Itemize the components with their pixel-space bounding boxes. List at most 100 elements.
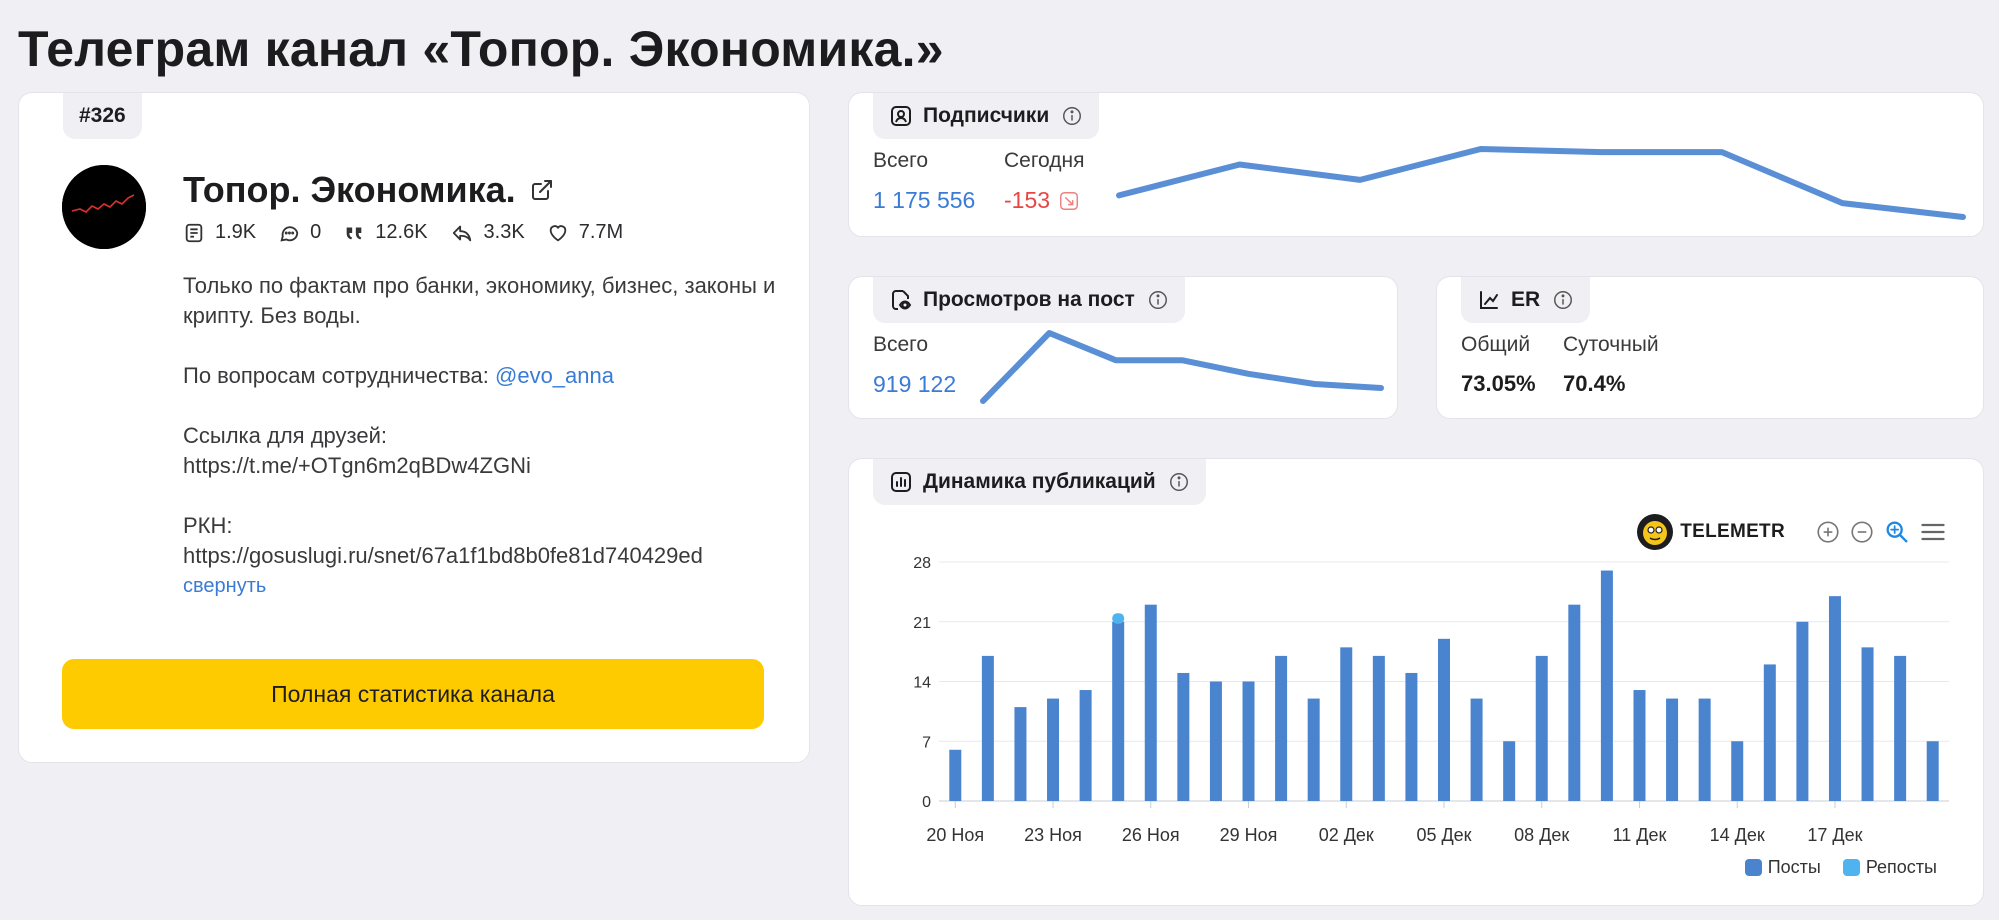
- subscribers-trend-line: [1116, 146, 1966, 220]
- bar-chart-icon: [889, 470, 913, 494]
- bar-posts[interactable]: [1177, 672, 1190, 801]
- bar-posts[interactable]: [1275, 655, 1288, 801]
- bar-posts[interactable]: [1926, 741, 1939, 801]
- telemetr-logo-text: TELEMETR: [1680, 521, 1785, 542]
- rank-badge: #326: [63, 93, 142, 139]
- bar-posts[interactable]: [1503, 741, 1516, 801]
- bar-posts[interactable]: [1112, 621, 1125, 801]
- views-total-value: 919 122: [873, 371, 957, 397]
- stat-quotes: 12.6K: [343, 221, 428, 244]
- bar-posts[interactable]: [1307, 698, 1320, 801]
- y-tick-label: 0: [922, 794, 931, 811]
- publications-header: Динамика публикаций: [873, 459, 1206, 505]
- bar-posts[interactable]: [1144, 604, 1157, 801]
- full-stats-button[interactable]: Полная статистика канала: [62, 659, 764, 729]
- external-link-icon[interactable]: [530, 178, 554, 202]
- info-icon[interactable]: [1061, 105, 1083, 127]
- bar-posts[interactable]: [1372, 655, 1385, 801]
- stat-comments: 0: [278, 221, 321, 244]
- bar-posts[interactable]: [1047, 698, 1060, 801]
- y-tick-label: 7: [922, 734, 931, 751]
- x-tick-label: 17 Дек: [1807, 825, 1862, 845]
- views-header: Просмотров на пост: [873, 277, 1185, 323]
- collapse-link[interactable]: свернуть: [183, 575, 267, 597]
- bar-posts[interactable]: [1600, 570, 1613, 801]
- chart-trend-icon: [1477, 288, 1501, 312]
- subscribers-header: Подписчики: [873, 93, 1100, 139]
- bar-posts[interactable]: [1209, 681, 1222, 802]
- er-daily-label: Суточный: [1563, 333, 1659, 356]
- views-trend-line: [980, 330, 1384, 404]
- info-icon[interactable]: [1552, 289, 1574, 311]
- x-tick-label: 08 Дек: [1514, 825, 1569, 845]
- channel-description: Только по фактам про банки, экономику, б…: [183, 271, 783, 601]
- heart-icon: [549, 224, 566, 241]
- bar-posts[interactable]: [1828, 596, 1841, 801]
- description-text: Только по фактам про банки, экономику, б…: [183, 273, 776, 328]
- comment-icon: [280, 225, 299, 241]
- bar-posts[interactable]: [1763, 664, 1776, 801]
- x-tick-label: 23 Ноя: [1024, 825, 1082, 845]
- views-sparkline: [980, 330, 1384, 404]
- subscribers-total-label: Всего: [873, 149, 929, 172]
- bar-posts[interactable]: [1405, 672, 1418, 801]
- legend-item-reposts[interactable]: Репосты: [1842, 857, 1937, 878]
- bar-posts[interactable]: [1340, 647, 1353, 801]
- views-card: Просмотров на пост Всего 919 122: [848, 276, 1398, 419]
- x-tick-label: 05 Дек: [1416, 825, 1471, 845]
- bar-posts[interactable]: [981, 655, 994, 801]
- bar-posts[interactable]: [1470, 698, 1483, 801]
- subscribers-today-value: -153: [1004, 187, 1051, 213]
- subscribers-today: -153: [1004, 187, 1080, 214]
- bar-posts[interactable]: [1242, 681, 1255, 802]
- bar-posts[interactable]: [1731, 741, 1744, 801]
- channel-name[interactable]: Топор. Экономика.: [183, 169, 516, 210]
- views-total-label: Всего: [873, 333, 929, 356]
- bar-posts[interactable]: [1633, 690, 1646, 801]
- info-icon[interactable]: [1168, 471, 1190, 493]
- publications-card: Динамика публикаций 0 7 14 21 28 20 Ноя 23 Ноя…: [848, 458, 1984, 906]
- views-icon: [889, 288, 913, 312]
- er-daily-value: 70.4%: [1563, 371, 1626, 396]
- post-icon: [185, 223, 203, 242]
- info-icon[interactable]: [1147, 289, 1169, 311]
- legend-swatch-reposts: [1842, 859, 1860, 876]
- bar-posts[interactable]: [1438, 638, 1450, 801]
- bar-posts[interactable]: [1698, 698, 1711, 801]
- telemetr-logo-icon: [1637, 514, 1674, 550]
- y-tick-label: 28: [913, 555, 931, 572]
- er-card: ER Общий 73.05% Суточный 70.4%: [1436, 276, 1984, 419]
- bar-posts[interactable]: [949, 749, 962, 801]
- publications-chart: 0 7 14 21 28 20 Ноя 23 Ноя 26 Ноя 29 Ноя 02 Дек 05…: [913, 555, 1949, 845]
- bar-posts[interactable]: [1796, 621, 1809, 801]
- y-tick-label: 21: [913, 615, 931, 632]
- stat-posts: 1.9K: [183, 221, 256, 244]
- bar-posts[interactable]: [1666, 698, 1679, 801]
- legend-label-reposts: Репосты: [1865, 857, 1937, 877]
- bar-posts[interactable]: [1894, 655, 1907, 801]
- bar-posts[interactable]: [1014, 707, 1027, 801]
- channel-stats: 1.9K 0 12.6K 3.3K 7.7M: [183, 221, 645, 244]
- stat-reposts: 3.3K: [450, 221, 525, 244]
- zoom-out-icon[interactable]: [1849, 519, 1875, 545]
- bar-posts[interactable]: [1535, 655, 1548, 801]
- bar-posts[interactable]: [1079, 690, 1092, 801]
- menu-icon[interactable]: [1919, 518, 1947, 546]
- bar-reposts[interactable]: [1112, 613, 1125, 624]
- subscribers-sparkline: [1116, 146, 1966, 220]
- legend-item-posts[interactable]: Посты: [1744, 857, 1821, 878]
- er-total-label: Общий: [1461, 333, 1531, 356]
- reply-icon: [452, 225, 471, 241]
- er-header: ER: [1461, 277, 1591, 323]
- quote-icon: [346, 227, 362, 239]
- bar-posts[interactable]: [1568, 604, 1581, 801]
- contact-handle-link[interactable]: @evo_anna: [495, 363, 614, 388]
- y-tick-label: 14: [913, 675, 931, 692]
- channel-name-row: Топор. Экономика.: [183, 169, 554, 211]
- telemetr-logo: TELEMETR: [1636, 513, 1785, 551]
- avatar[interactable]: [62, 165, 146, 249]
- zoom-select-icon[interactable]: [1883, 518, 1911, 546]
- zoom-in-icon[interactable]: [1815, 519, 1841, 545]
- x-tick-label: 26 Ноя: [1122, 825, 1180, 845]
- bar-posts[interactable]: [1861, 647, 1874, 801]
